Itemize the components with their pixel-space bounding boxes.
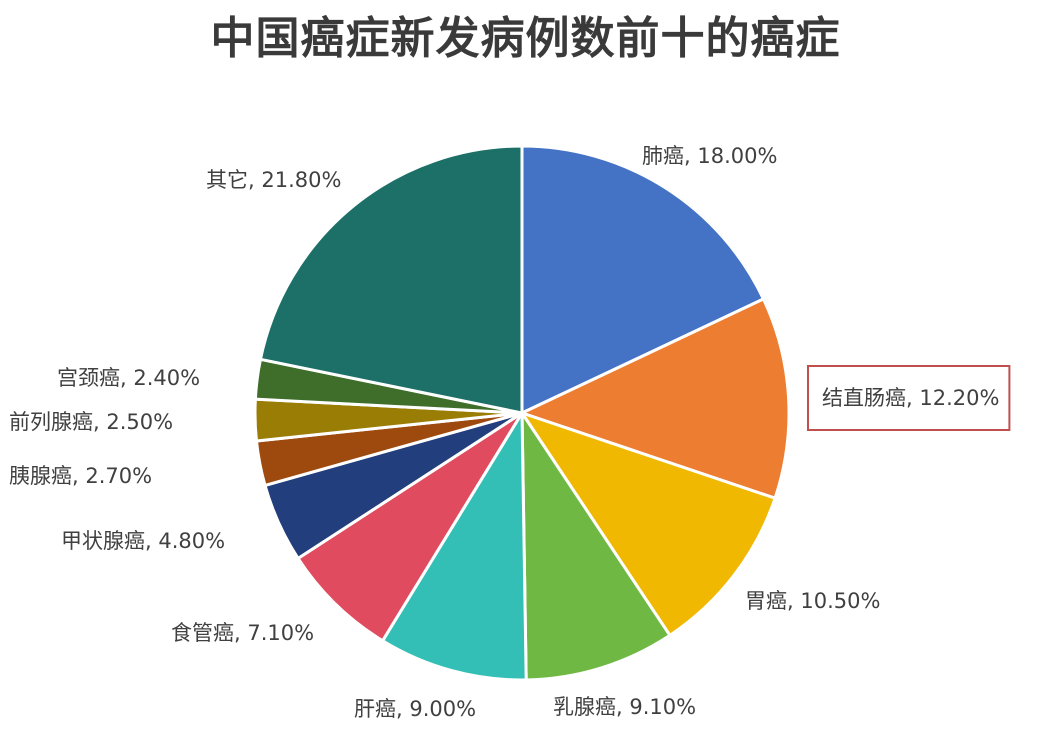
- slice-label-7: 胰腺癌, 2.70%: [9, 464, 152, 488]
- pie-slice-1: [520, 297, 791, 500]
- slice-label-3: 乳腺癌, 9.10%: [553, 695, 696, 719]
- slice-label-8: 前列腺癌, 2.50%: [9, 410, 173, 434]
- slice-label-9: 宫颈癌, 2.40%: [57, 366, 200, 390]
- pie-slice-5: [296, 411, 524, 643]
- slice-label-1: 结直肠癌, 12.20%: [822, 386, 999, 410]
- pie-slice-10: [258, 144, 524, 415]
- highlight-box: [807, 365, 1011, 431]
- slice-label-0: 肺癌, 18.00%: [642, 144, 777, 168]
- pie-slice-3: [520, 411, 672, 682]
- chart-title: 中国癌症新发病例数前十的癌症: [210, 13, 841, 64]
- slice-label-5: 食管癌, 7.10%: [171, 621, 314, 645]
- pie-slices: [253, 144, 791, 682]
- slice-label-4: 肝癌, 9.00%: [354, 697, 476, 721]
- slice-label-2: 胃癌, 10.50%: [745, 589, 880, 613]
- pie-labels: 肺癌, 18.00% 结直肠癌, 12.20% 胃癌, 10.50% 乳腺癌, 9.1…: [9, 144, 1011, 721]
- pie-slice-4: [381, 411, 528, 682]
- slice-label-6: 甲状腺癌, 4.80%: [61, 529, 225, 553]
- pie-slice-0: [520, 144, 765, 415]
- pie-slice-2: [520, 411, 777, 637]
- slice-label-10: 其它, 21.80%: [206, 168, 341, 192]
